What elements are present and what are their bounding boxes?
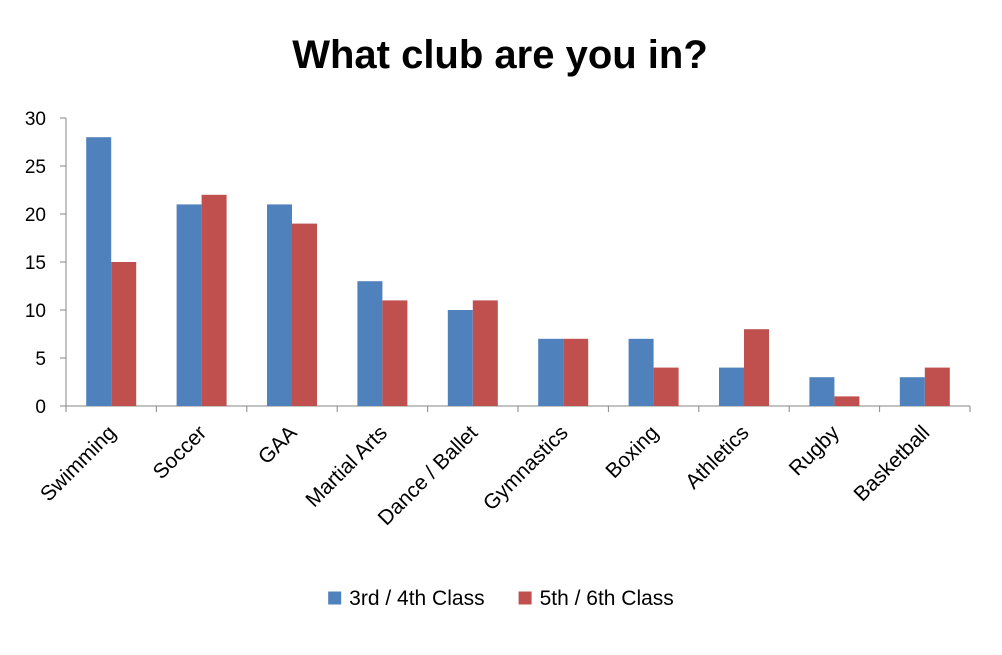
bar [292,223,317,406]
bar [176,204,202,406]
bar [111,262,137,406]
x-category-label: Basketball [850,421,935,506]
x-category-label: GAA [254,421,302,469]
bar [538,338,564,406]
bar [834,396,860,406]
x-category-label: Swimming [36,421,121,506]
x-category-label: Martial Arts [301,421,392,512]
bar [201,194,227,406]
y-tick-label: 0 [35,397,46,418]
y-tick-label: 20 [25,205,46,226]
bar [744,329,769,406]
bar [563,338,589,406]
bar [653,367,679,406]
bar [924,367,950,406]
x-category-label: Rugby [785,421,845,481]
bar [86,137,112,406]
bar [267,204,292,406]
bar [628,338,654,406]
bars [86,137,950,406]
x-category-label: Gymnastics [479,421,573,515]
y-tick-label: 5 [35,349,46,370]
y-tick-label: 15 [25,253,46,274]
legend: 3rd / 4th Class 5th / 6th Class [328,587,674,610]
bar [472,300,498,406]
bar [447,310,473,406]
legend-label: 5th / 6th Class [540,587,674,610]
legend-swatch [518,591,532,605]
bar [382,300,408,406]
bar [719,367,744,406]
y-tick-label: 30 [25,109,46,130]
chart-title: What club are you in? [292,33,708,77]
x-category-label: Boxing [601,421,663,483]
y-tick-label: 10 [25,301,46,322]
legend-swatch [328,591,342,605]
y-tick-label: 25 [25,157,46,178]
bar [899,377,925,406]
x-category-label: Athletics [681,421,753,493]
legend-label: 3rd / 4th Class [349,587,484,610]
x-category-label: Soccer [149,421,211,483]
bar [809,377,835,406]
bar [357,281,383,406]
